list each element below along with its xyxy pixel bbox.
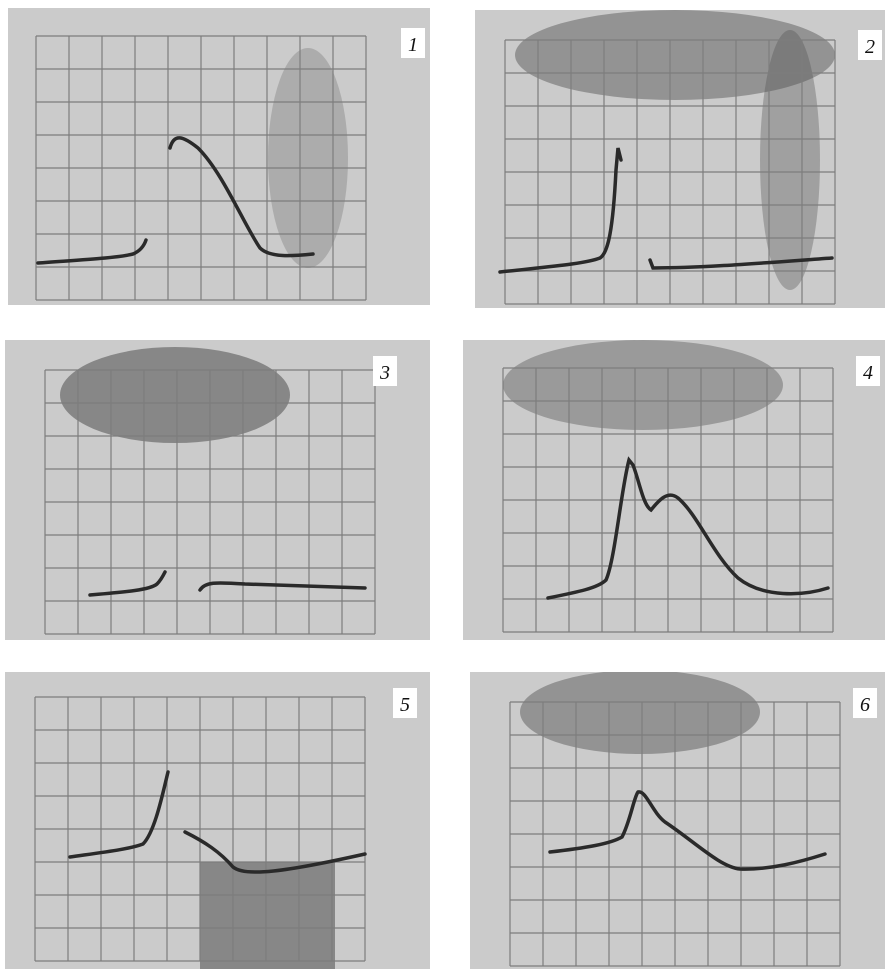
panel-label: 6 <box>860 694 870 716</box>
photo-background <box>470 672 885 969</box>
signal-trace <box>36 238 148 265</box>
signal-trace <box>548 790 827 871</box>
signal-trace <box>198 581 367 592</box>
signal-trace <box>168 136 315 258</box>
dark-smear <box>520 672 760 754</box>
photo-background <box>8 8 430 305</box>
photo: 6 <box>470 672 885 969</box>
label-box <box>853 688 877 718</box>
oscillogram-panel: 4 <box>463 340 885 640</box>
signal-trace <box>498 147 623 274</box>
signal-trace <box>88 570 167 597</box>
label-box <box>401 28 425 58</box>
photo: 1 <box>8 8 430 305</box>
label-box <box>856 356 880 386</box>
label-box <box>373 356 397 386</box>
oscillogram-panel: 2 <box>475 10 885 308</box>
oscillogram-panel: 6 <box>470 672 885 969</box>
photo: 4 <box>463 340 885 640</box>
signal-trace <box>183 830 367 874</box>
dark-smear <box>200 862 335 969</box>
panel-label: 5 <box>400 694 410 716</box>
panel-label: 4 <box>863 362 873 384</box>
signal-trace <box>648 256 834 270</box>
signal-trace <box>546 456 830 600</box>
panel-label: 2 <box>865 36 875 58</box>
label-box <box>393 688 417 718</box>
dark-smear <box>503 340 783 430</box>
oscillogram-panel: 3 <box>5 340 430 640</box>
dark-smear <box>515 10 835 100</box>
oscillogram-panel: 5 <box>5 672 430 969</box>
panel-label: 3 <box>379 362 390 384</box>
photo: 3 <box>5 340 430 640</box>
dark-smear <box>60 347 290 443</box>
panel-label: 1 <box>408 34 418 56</box>
photo: 5 <box>5 672 430 969</box>
oscillogram-panel: 1 <box>8 8 430 305</box>
dark-smear <box>268 48 348 268</box>
dark-smear <box>760 30 820 290</box>
label-box <box>858 30 882 60</box>
photo: 2 <box>475 10 885 308</box>
signal-trace <box>68 770 170 859</box>
